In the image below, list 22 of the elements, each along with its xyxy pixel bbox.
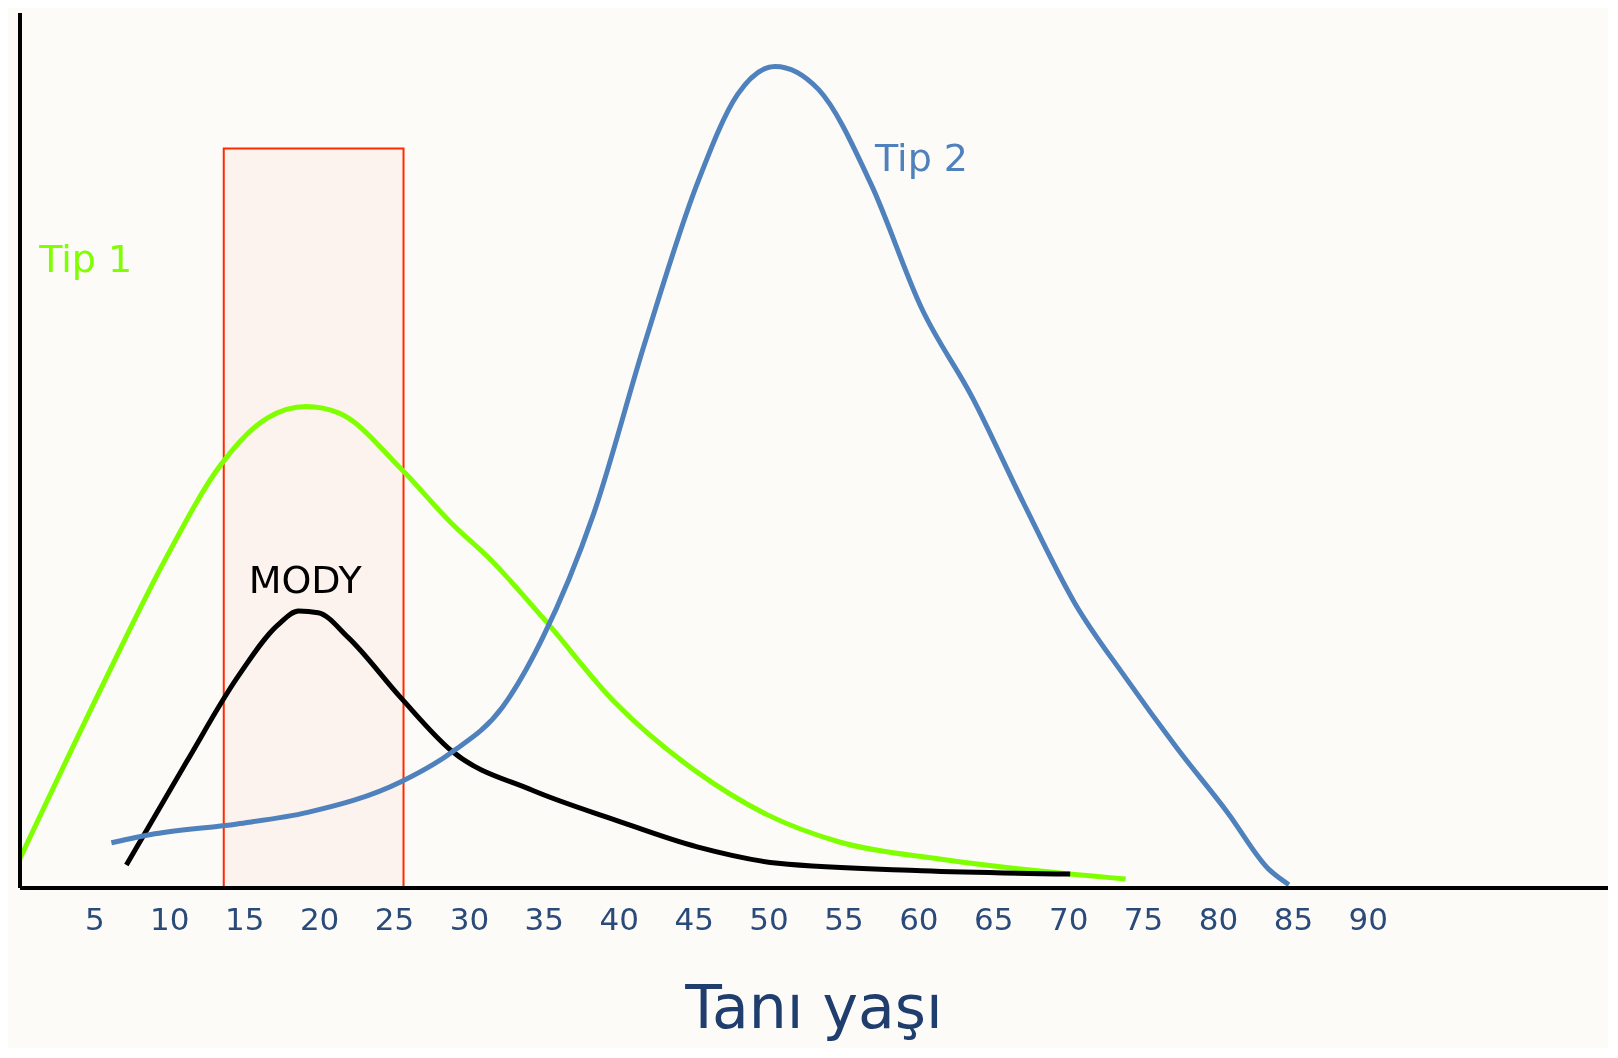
x-axis-title: Tanı yaşı	[684, 972, 943, 1042]
x-tick-label: 45	[674, 901, 714, 938]
x-tick-label: 85	[1273, 901, 1314, 938]
x-tick-label: 80	[1198, 901, 1239, 938]
x-tick-label: 65	[974, 901, 1014, 938]
series-label: MODY	[248, 558, 363, 603]
x-tick-label: 15	[224, 901, 265, 938]
x-tick-label: 10	[150, 901, 190, 938]
x-tick-label: 25	[374, 901, 415, 938]
text: Tip 1	[38, 236, 133, 281]
series-label: Tip 2	[874, 136, 969, 181]
x-tick-label: 75	[1123, 901, 1164, 938]
x-tick-label: 40	[599, 901, 639, 938]
x-tick-label: 70	[1048, 901, 1089, 938]
x-tick-label: 5	[85, 901, 105, 938]
x-tick-label: 20	[299, 901, 340, 938]
x-tick-label: 30	[449, 901, 490, 938]
x-tick-label: 90	[1348, 901, 1389, 938]
x-tick-label: 35	[524, 901, 565, 938]
x-tick-label: 60	[899, 901, 939, 938]
x-tick-label: 50	[749, 901, 789, 938]
x-tick-label: 55	[824, 901, 864, 938]
